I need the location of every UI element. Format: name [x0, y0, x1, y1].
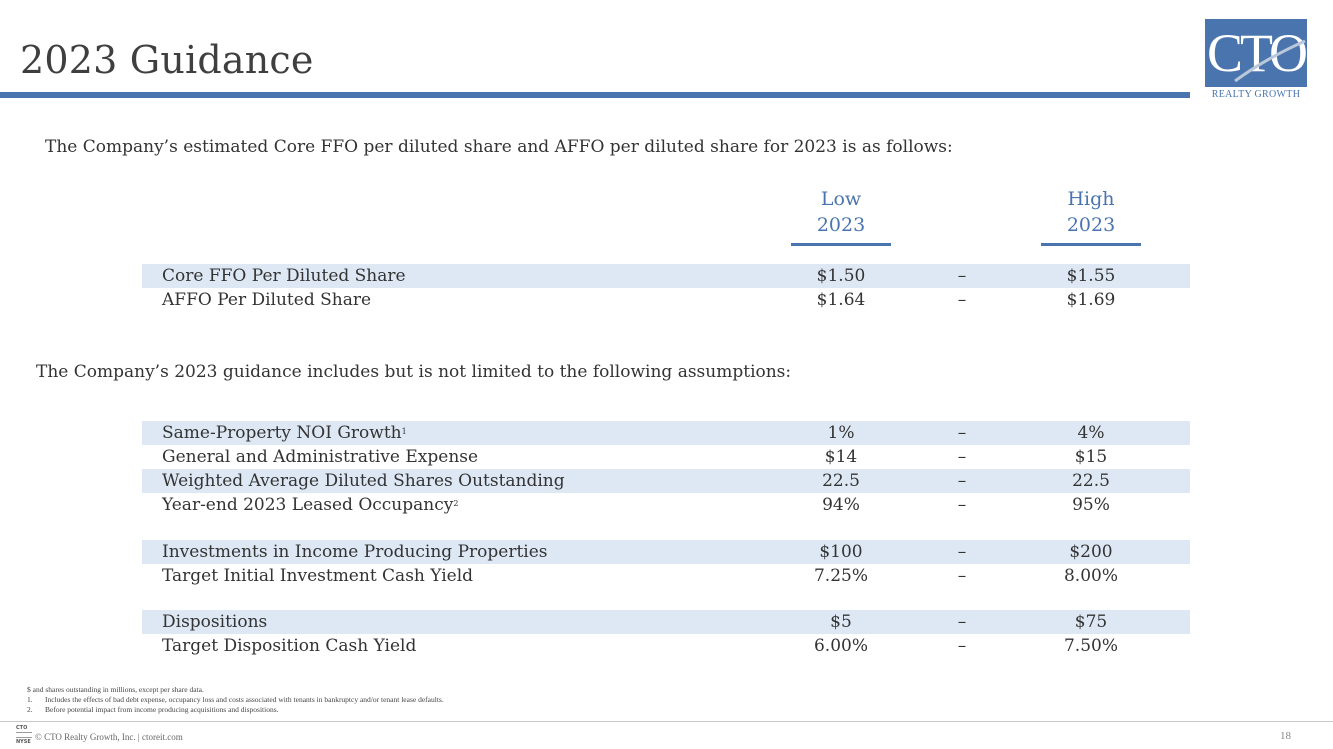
row-label: Target Disposition Cash Yield: [162, 636, 417, 656]
row-low-value: $5: [830, 612, 852, 632]
row-low-value: $1.64: [816, 290, 866, 310]
footnote-1: 1. Includes the effects of bad debt expen…: [27, 695, 444, 704]
row-label: Same-Property NOI Growth1: [162, 423, 407, 443]
footer-divider: [0, 721, 1333, 722]
logo-subtext: REALTY GROWTH: [1211, 89, 1301, 100]
title-underline: [0, 92, 1190, 98]
row-dash: –: [957, 566, 967, 586]
row-label: Dispositions: [162, 612, 268, 632]
row-label: Investments in Income Producing Properti…: [162, 542, 548, 562]
row-high-value: $15: [1074, 447, 1108, 467]
table-row: Target Disposition Cash Yield 6.00% – 7.…: [142, 634, 1190, 658]
units-note: $ and shares outstanding in millions, ex…: [27, 685, 204, 694]
table-row: Target Initial Investment Cash Yield 7.2…: [142, 564, 1190, 588]
row-dash: –: [957, 542, 967, 562]
row-low-value: $100: [819, 542, 863, 562]
footnote-ref: 2: [453, 499, 459, 508]
column-header-high-underline: [1041, 243, 1141, 246]
row-low-value: 22.5: [822, 471, 860, 491]
footnotes: $ and shares outstanding in millions, ex…: [27, 685, 444, 715]
page-title: 2023 Guidance: [20, 38, 314, 82]
row-label: Core FFO Per Diluted Share: [162, 266, 406, 286]
row-low-value: $1.50: [816, 266, 866, 286]
row-label-text: Year-end 2023 Leased Occupancy: [162, 495, 454, 515]
row-high-value: $1.69: [1066, 290, 1116, 310]
logo-text: CTO: [1206, 23, 1308, 83]
row-high-value: 95%: [1072, 495, 1110, 515]
table-row: Core FFO Per Diluted Share $1.50 – $1.55: [142, 264, 1190, 288]
row-dash: –: [957, 636, 967, 656]
table-row: Same-Property NOI Growth1 1% – 4%: [142, 421, 1190, 445]
row-low-value: $14: [824, 447, 858, 467]
intro-assumptions: The Company’s 2023 guidance includes but…: [36, 362, 792, 382]
column-header-high: High 2023: [1041, 186, 1141, 238]
row-high-value: $75: [1074, 612, 1108, 632]
table-row: General and Administrative Expense $14 –…: [142, 445, 1190, 469]
table-row: Year-end 2023 Leased Occupancy2 94% – 95…: [142, 493, 1190, 517]
table-row: AFFO Per Diluted Share $1.64 – $1.69: [142, 288, 1190, 312]
row-dash: –: [957, 423, 967, 443]
row-high-value: $200: [1069, 542, 1113, 562]
table-row: Investments in Income Producing Properti…: [142, 540, 1190, 564]
row-low-value: 1%: [827, 423, 855, 443]
row-label-text: Same-Property NOI Growth: [162, 423, 402, 443]
footer-mini-logo: CTO NYSE: [16, 725, 32, 745]
row-high-value: 8.00%: [1063, 566, 1118, 586]
company-logo: CTO: [1205, 19, 1308, 87]
column-header-low-year: 2023: [816, 214, 866, 236]
footnote-2: 2. Before potential impact from income pr…: [27, 705, 279, 714]
column-header-low-label: Low: [820, 188, 862, 210]
row-high-value: 22.5: [1072, 471, 1110, 491]
footer-copyright: © CTO Realty Growth, Inc. | ctoreit.com: [35, 732, 183, 742]
logo-swoosh-icon: [1234, 39, 1306, 83]
intro-ffo: The Company’s estimated Core FFO per dil…: [45, 137, 953, 157]
row-low-value: 6.00%: [813, 636, 868, 656]
row-dash: –: [957, 266, 967, 286]
row-label: Target Initial Investment Cash Yield: [162, 566, 474, 586]
row-dash: –: [957, 290, 967, 310]
page-number: 18: [1280, 730, 1291, 742]
table-row: Dispositions $5 – $75: [142, 610, 1190, 634]
column-header-low-underline: [791, 243, 891, 246]
row-high-value: 7.50%: [1063, 636, 1118, 656]
row-dash: –: [957, 447, 967, 467]
row-dash: –: [957, 612, 967, 632]
row-low-value: 94%: [822, 495, 860, 515]
table-row: Weighted Average Diluted Shares Outstand…: [142, 469, 1190, 493]
row-label: Weighted Average Diluted Shares Outstand…: [162, 471, 565, 491]
row-dash: –: [957, 495, 967, 515]
column-header-low: Low 2023: [791, 186, 891, 238]
row-dash: –: [957, 471, 967, 491]
column-header-high-label: High: [1067, 188, 1115, 210]
row-high-value: 4%: [1077, 423, 1105, 443]
row-label: AFFO Per Diluted Share: [162, 290, 372, 310]
column-header-high-year: 2023: [1066, 214, 1116, 236]
footnote-ref: 1: [401, 427, 407, 436]
row-label: General and Administrative Expense: [162, 447, 479, 467]
row-high-value: $1.55: [1066, 266, 1116, 286]
row-label: Year-end 2023 Leased Occupancy2: [162, 495, 458, 515]
row-low-value: 7.25%: [813, 566, 868, 586]
